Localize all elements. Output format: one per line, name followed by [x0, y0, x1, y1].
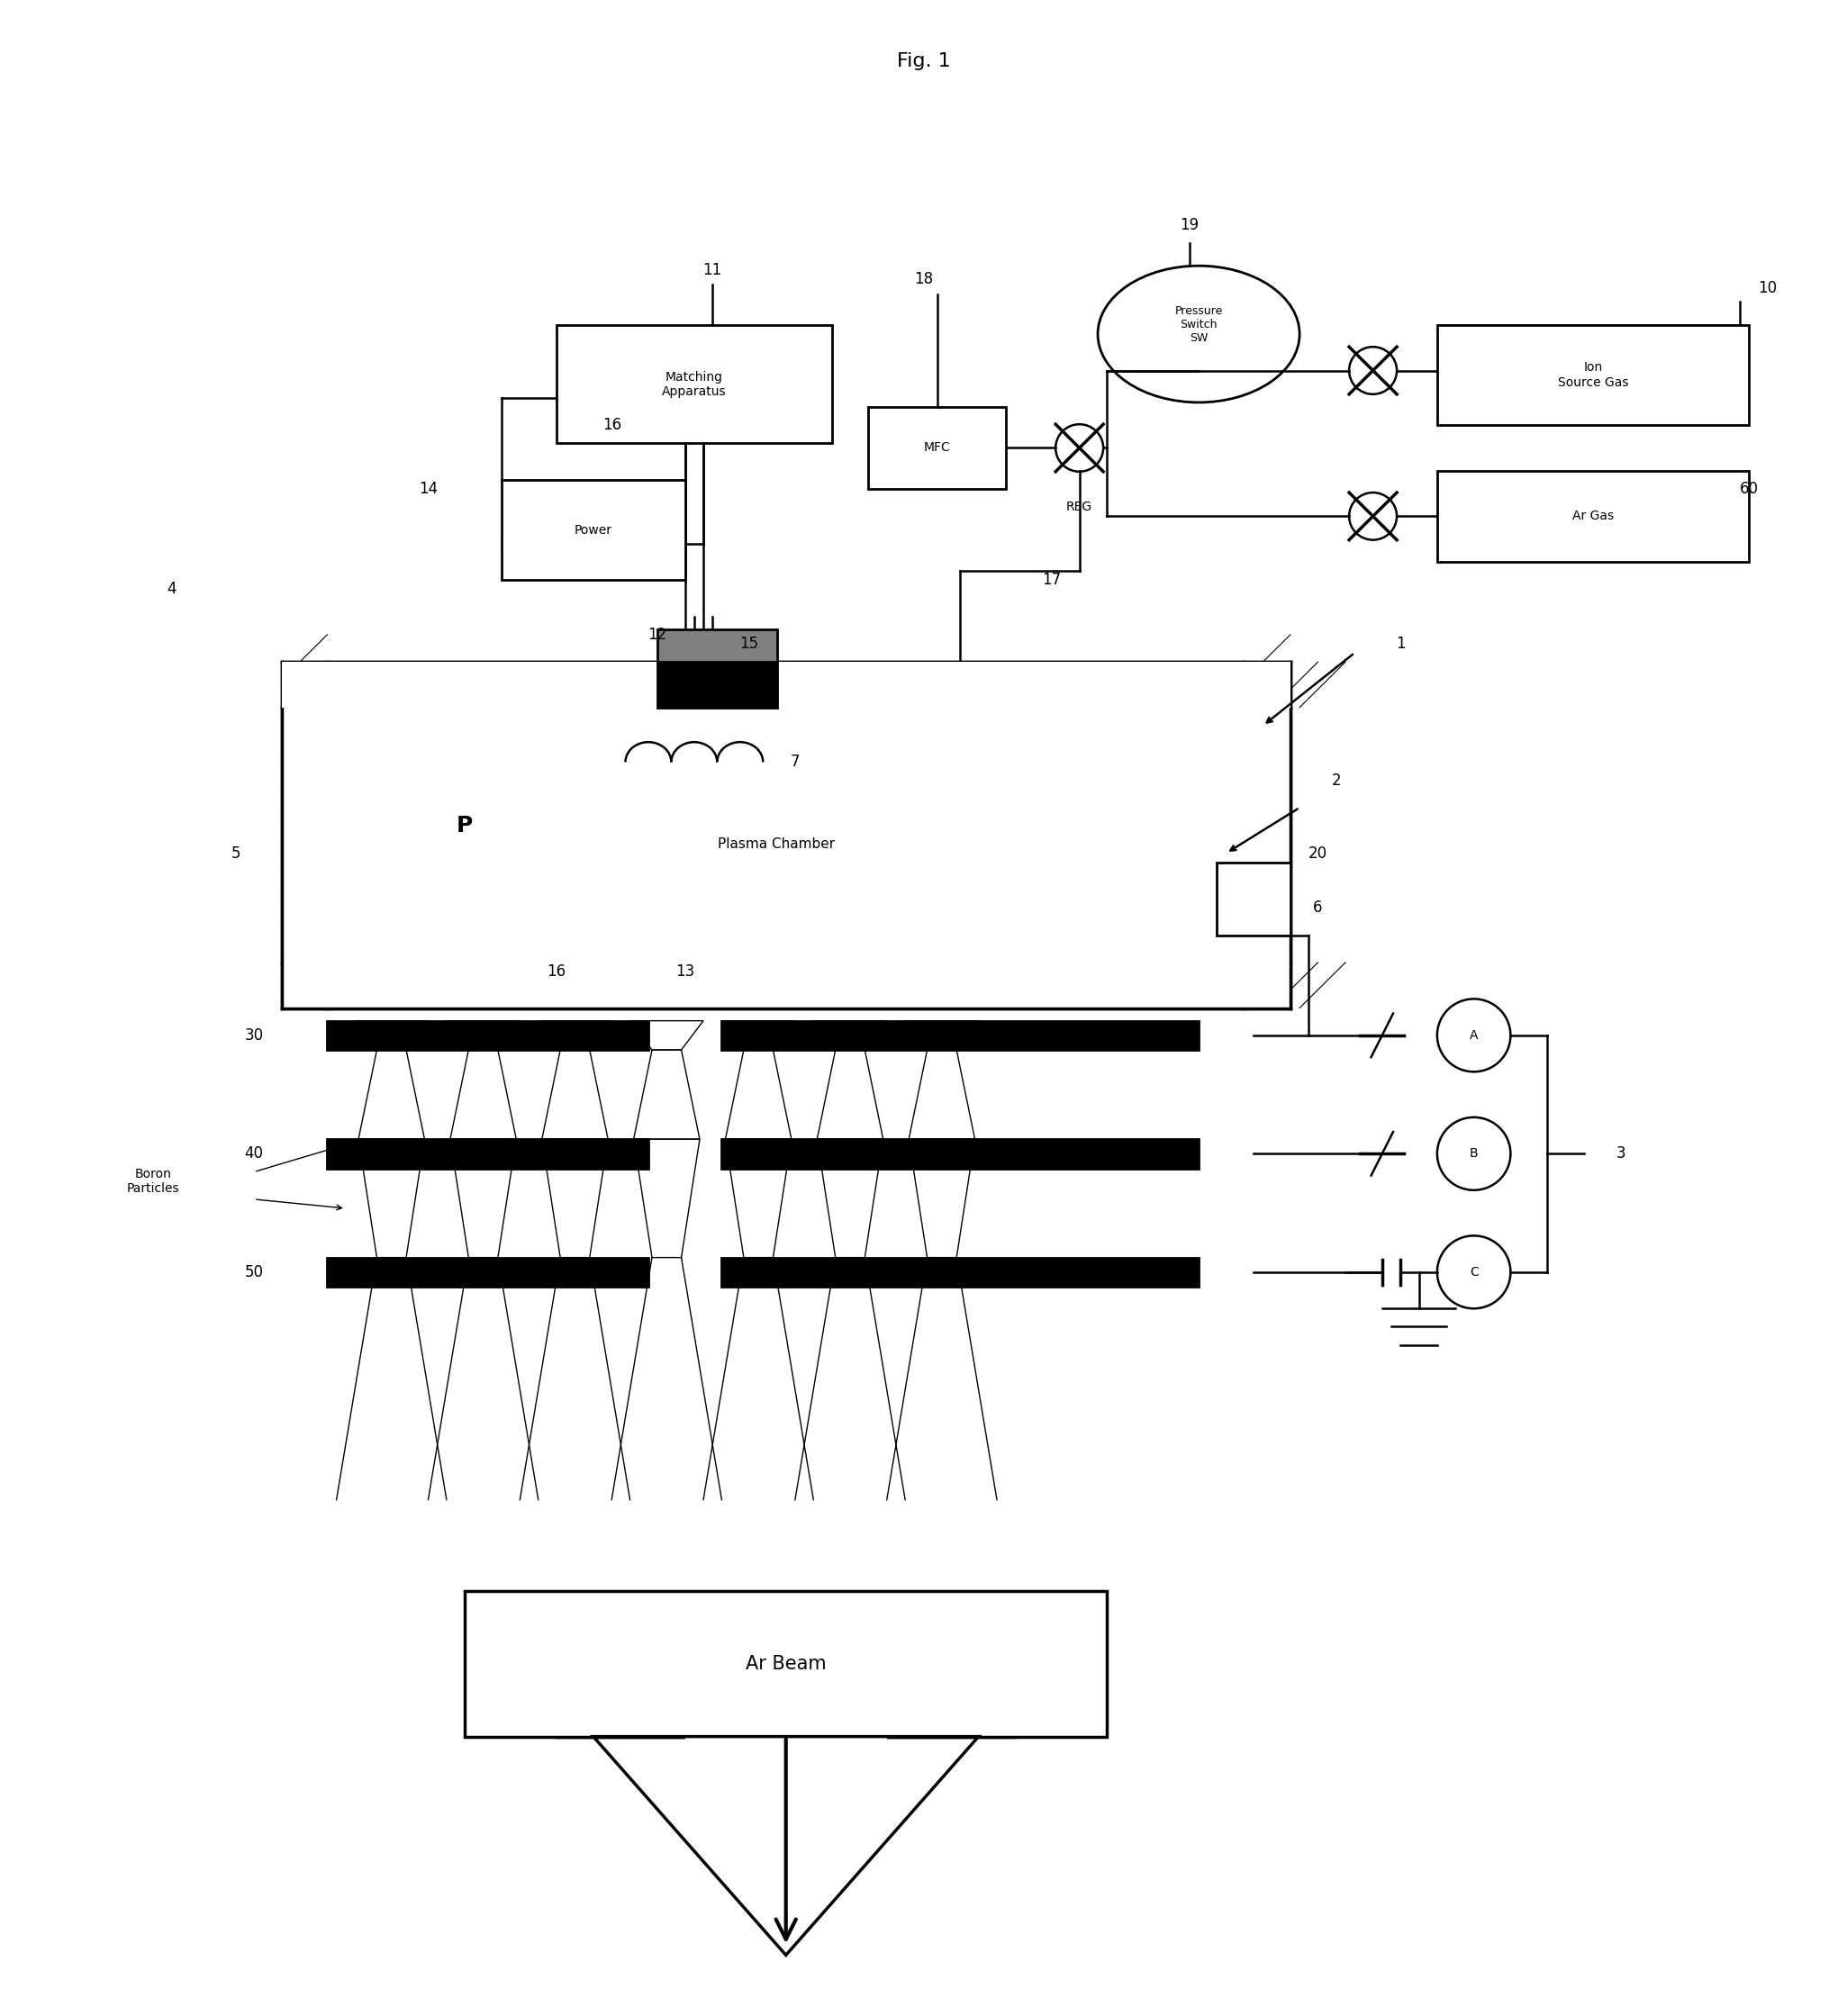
Bar: [658, 661, 778, 708]
Bar: [465, 1591, 1106, 1736]
Bar: [502, 480, 685, 581]
Text: C: C: [1470, 1266, 1478, 1278]
Text: 2: 2: [1332, 772, 1341, 788]
Text: Ar Beam: Ar Beam: [746, 1655, 826, 1673]
Text: 6: 6: [1313, 899, 1322, 915]
Text: 18: 18: [914, 272, 933, 288]
Text: Power: Power: [574, 524, 611, 536]
Text: Ion
Source Gas: Ion Source Gas: [1557, 361, 1629, 389]
Bar: [868, 407, 1007, 490]
Bar: [722, 1258, 1199, 1286]
Text: 13: 13: [676, 964, 694, 980]
Text: Matching
Apparatus: Matching Apparatus: [661, 371, 726, 397]
Text: 14: 14: [419, 480, 438, 498]
Text: 16: 16: [547, 964, 567, 980]
Bar: [1437, 325, 1749, 425]
Text: Plasma Chamber: Plasma Chamber: [718, 837, 835, 851]
Text: 1: 1: [1396, 635, 1406, 651]
Bar: [1217, 863, 1291, 935]
Text: 60: 60: [1740, 480, 1758, 498]
Bar: [281, 661, 1291, 708]
Bar: [281, 661, 1291, 1008]
Bar: [556, 325, 831, 444]
Polygon shape: [593, 1736, 979, 1956]
Text: P: P: [456, 814, 473, 837]
Text: 11: 11: [704, 262, 722, 278]
Text: 15: 15: [739, 635, 759, 651]
Text: B: B: [1470, 1147, 1478, 1159]
Text: Ar Gas: Ar Gas: [1572, 510, 1614, 522]
Bar: [685, 1736, 887, 1937]
Bar: [722, 1020, 1199, 1050]
Text: 5: 5: [231, 845, 240, 861]
Text: 30: 30: [244, 1028, 264, 1044]
Text: 20: 20: [1308, 845, 1328, 861]
Bar: [281, 661, 1291, 708]
Text: 10: 10: [1758, 280, 1777, 296]
Text: 17: 17: [1042, 573, 1062, 589]
Text: 40: 40: [244, 1145, 264, 1161]
Text: 16: 16: [602, 417, 621, 433]
Text: 19: 19: [1180, 216, 1199, 234]
Bar: [327, 1020, 648, 1050]
Text: 4: 4: [166, 581, 175, 597]
Bar: [658, 629, 778, 661]
Text: 3: 3: [1616, 1145, 1625, 1161]
Text: 50: 50: [244, 1264, 264, 1280]
Bar: [722, 1139, 1199, 1169]
Text: Pressure
Switch
SW: Pressure Switch SW: [1175, 306, 1223, 345]
Text: Fig. 1: Fig. 1: [896, 52, 951, 71]
Text: REG: REG: [1066, 500, 1093, 514]
Text: Boron
Particles: Boron Particles: [127, 1167, 179, 1195]
Bar: [327, 1139, 648, 1169]
Bar: [327, 1258, 648, 1286]
Text: 7: 7: [791, 754, 800, 770]
Text: 12: 12: [648, 627, 667, 643]
Text: A: A: [1470, 1028, 1478, 1042]
Text: MFC: MFC: [924, 442, 951, 454]
Bar: [1437, 470, 1749, 562]
